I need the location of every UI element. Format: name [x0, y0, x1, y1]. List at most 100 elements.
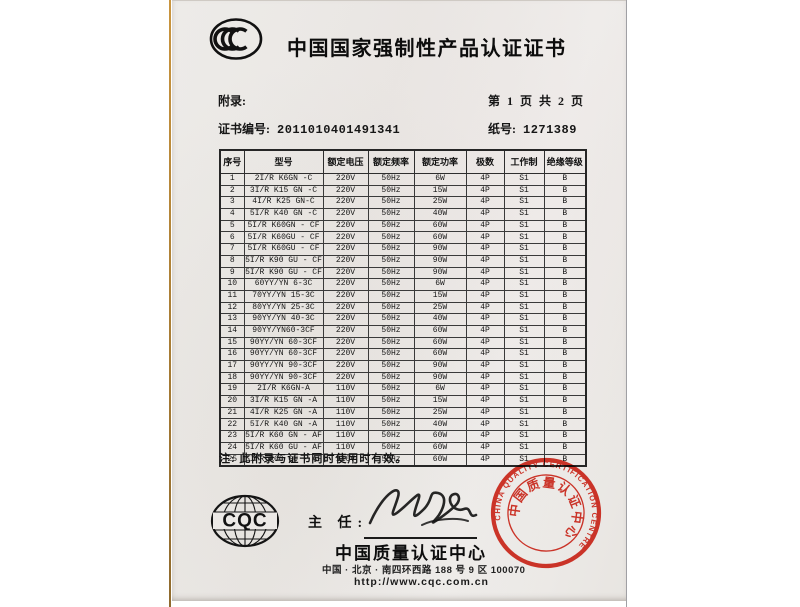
table-cell: B	[543, 173, 587, 186]
table-cell: B	[543, 418, 587, 432]
table-cell: 8	[219, 254, 245, 268]
certificate-number: 证书编号: 2011010401491341	[218, 120, 400, 137]
stamp-latin-arc-text: CHINA QUALITY CERTIFICATION CENTRE	[489, 456, 603, 553]
table-cell: 90YY/YN 40-3C	[243, 313, 324, 326]
table-cell: 4P	[465, 219, 505, 233]
table-cell: 220V	[322, 208, 369, 221]
table-cell: 6W	[413, 173, 467, 186]
table-row: 13 90YY/YN 40-3C 220V 50Hz 40W 4P S1 B	[219, 313, 587, 326]
table-cell: 5I/R K40 GN -A	[243, 418, 324, 432]
table-cell: 4P	[465, 360, 505, 373]
table-cell: 90W	[413, 266, 467, 280]
table-cell: 2I/R K6GN -C	[243, 173, 324, 186]
ccc-mark-icon	[209, 18, 263, 60]
table-cell: S1	[503, 383, 545, 397]
table-cell: B	[543, 348, 587, 361]
table-cell: 60W	[413, 324, 467, 338]
table-cell: 60W	[413, 231, 467, 245]
table-cell: 50Hz	[367, 173, 415, 186]
table-cell: 15W	[413, 184, 467, 198]
table-cell: 110V	[322, 406, 369, 420]
table-cell: B	[543, 254, 587, 268]
table-cell: 4P	[465, 301, 505, 315]
table-cell: B	[543, 184, 587, 198]
table-cell: B	[543, 383, 587, 397]
table-cell: S1	[503, 313, 545, 326]
table-cell: 220V	[322, 336, 369, 350]
table-cell: B	[543, 324, 587, 338]
column-header: 绝缘等级	[543, 149, 587, 174]
table-cell: 15W	[413, 395, 467, 408]
table-cell: S1	[503, 289, 545, 303]
table-cell: S1	[503, 231, 545, 245]
table-row: 19 2I/R K6GN-A 110V 50Hz 6W 4P S1 B	[219, 383, 587, 397]
table-row: 25 5I/R K60 GU - AF 110V 50Hz 60W 4P S1 B	[219, 453, 587, 467]
table-cell: 14	[219, 324, 245, 338]
table-cell: B	[543, 196, 587, 210]
table-cell: 220V	[322, 184, 369, 198]
table-cell: B	[543, 243, 587, 256]
table-row: 8 5I/R K90 GU - CF 220V 50Hz 90W 4P S1 B	[219, 254, 587, 268]
table-cell: 4I/R K25 GN -A	[243, 406, 324, 420]
table-cell: S1	[503, 406, 545, 420]
table-cell: 4P	[465, 289, 505, 303]
table-cell: 220V	[322, 243, 369, 256]
scan-edge-left	[169, 0, 171, 607]
table-cell: S1	[503, 219, 545, 233]
organization-name: 中国质量认证中心	[335, 544, 487, 563]
table-cell: B	[543, 371, 587, 385]
table-cell: S1	[503, 430, 545, 443]
table-cell: 90W	[413, 243, 467, 256]
column-header: 型号	[243, 149, 324, 174]
table-cell: 5I/R K90 GU - CF	[243, 254, 324, 268]
director-label: 主 任:	[308, 516, 369, 531]
table-cell: 50Hz	[367, 243, 415, 256]
paper-number-value: 1271389	[523, 123, 577, 137]
table-cell: 23	[219, 430, 245, 443]
header-row: 序号 型号 额定电压 额定频率 额定功率 极数 工作制 绝缘等级	[219, 149, 587, 174]
spec-table-header: 序号 型号 额定电压 额定频率 额定功率 极数 工作制 绝缘等级	[219, 149, 587, 174]
table-cell: 6W	[413, 383, 467, 397]
table-row: 10 60YY/YN 6-3C 220V 50Hz 6W 4P S1 B	[219, 278, 587, 291]
table-cell: S1	[503, 360, 545, 373]
table-cell: 60W	[413, 430, 467, 443]
table-cell: 5I/R K60GU - CF	[243, 231, 324, 245]
table-cell: 12	[219, 301, 245, 315]
table-cell: 4P	[465, 395, 505, 408]
table-cell: 220V	[322, 301, 369, 315]
table-cell: 4P	[465, 336, 505, 350]
table-cell: 50Hz	[367, 219, 415, 233]
spec-table-body: 1 2I/R K6GN -C 220V 50Hz 6W 4P S1 B 2 3I/R K15 GN…	[219, 173, 587, 467]
table-cell: 17	[219, 360, 245, 373]
table-cell: 5I/R K60GU - CF	[243, 243, 324, 256]
table-row: 20 3I/R K15 GN -A 110V 50Hz 15W 4P S1 B	[219, 395, 587, 408]
table-cell: 4P	[465, 313, 505, 326]
table-cell: 50Hz	[367, 208, 415, 221]
table-cell: 220V	[322, 313, 369, 326]
table-cell: 19	[219, 383, 245, 397]
cqc-logo-text: CQC	[222, 511, 267, 532]
table-cell: S1	[503, 243, 545, 256]
table-cell: 90W	[413, 371, 467, 385]
table-cell: 220V	[322, 348, 369, 361]
table-cell: S1	[503, 173, 545, 186]
table-cell: 5I/R K40 GN -C	[243, 208, 324, 221]
table-cell: B	[543, 441, 587, 455]
table-cell: 50Hz	[367, 348, 415, 361]
table-cell: 60W	[413, 453, 467, 467]
table-row: 7 5I/R K60GU - CF 220V 50Hz 90W 4P S1 B	[219, 243, 587, 256]
table-cell: 40W	[413, 313, 467, 326]
table-cell: S1	[503, 184, 545, 198]
director-signature	[368, 489, 478, 526]
table-cell: 60W	[413, 336, 467, 350]
table-cell: S1	[503, 196, 545, 210]
table-cell: 6	[219, 231, 245, 245]
table-cell: 50Hz	[367, 406, 415, 420]
table-cell: 4P	[465, 184, 505, 198]
table-row: 17 90YY/YN 90-3CF 220V 50Hz 90W 4P S1 B	[219, 360, 587, 373]
table-row: 14 90YY/YN60-3CF 220V 50Hz 60W 4P S1 B	[219, 324, 587, 338]
table-cell: S1	[503, 324, 545, 338]
organization-address: 中国 · 北京 · 南四环西路 188 号 9 区 100070	[322, 565, 526, 576]
table-cell: 50Hz	[367, 418, 415, 432]
table-cell: 25W	[413, 406, 467, 420]
